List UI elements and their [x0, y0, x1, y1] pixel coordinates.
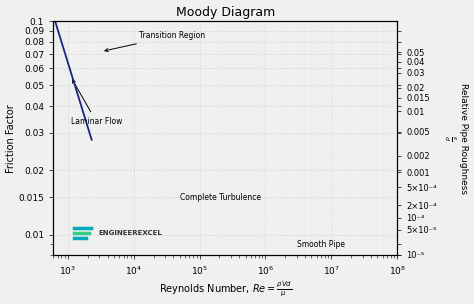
Text: Transition Region: Transition Region: [105, 31, 205, 52]
Text: Complete Turbulence: Complete Turbulence: [180, 193, 261, 202]
Y-axis label: Friction Factor: Friction Factor: [6, 104, 16, 173]
Text: Smooth Pipe: Smooth Pipe: [297, 240, 345, 249]
X-axis label: Reynolds Number, $Re = \frac{\rho V d}{\mu}$: Reynolds Number, $Re = \frac{\rho V d}{\…: [159, 280, 292, 299]
Text: Laminar Flow: Laminar Flow: [71, 80, 122, 126]
Y-axis label: Relative Pipe Roughness
$\frac{\varepsilon}{d}$: Relative Pipe Roughness $\frac{\varepsil…: [442, 83, 468, 194]
Text: ENGINEEREXCEL: ENGINEEREXCEL: [98, 230, 162, 236]
Title: Moody Diagram: Moody Diagram: [175, 5, 275, 19]
